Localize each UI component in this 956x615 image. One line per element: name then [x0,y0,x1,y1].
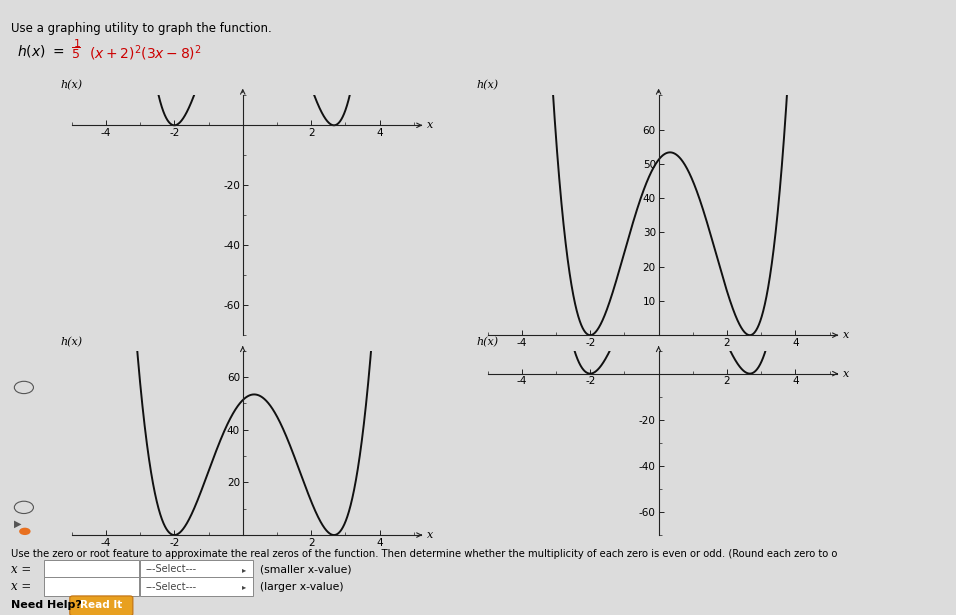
Text: x: x [426,530,433,540]
Text: h(x): h(x) [476,80,499,90]
Text: $(x+2)^2(3x-8)^2$: $(x+2)^2(3x-8)^2$ [89,43,202,63]
Text: Use the zero or root feature to approximate the real zeros of the function. Then: Use the zero or root feature to approxim… [11,549,837,558]
Text: h(x): h(x) [476,336,499,347]
Text: (larger x-value): (larger x-value) [260,582,343,592]
Text: ▸: ▸ [242,565,246,574]
Text: (smaller x-value): (smaller x-value) [260,565,352,574]
Text: Use a graphing utility to graph the function.: Use a graphing utility to graph the func… [11,22,272,34]
Text: $\overline{5}$: $\overline{5}$ [71,47,80,62]
Text: h(x): h(x) [60,80,83,90]
Text: $h(x)\ =$: $h(x)\ =$ [17,43,64,59]
Text: Need Help?: Need Help? [11,600,82,610]
Text: ---Select---: ---Select--- [145,565,196,574]
Text: x =: x = [11,580,32,593]
Text: $1$: $1$ [73,37,80,49]
Text: ---Select---: ---Select--- [145,582,196,592]
Text: ▶: ▶ [14,519,22,529]
Text: x =: x = [11,563,32,576]
Text: x: x [842,330,849,340]
Text: Read It: Read It [80,600,122,610]
Text: x: x [842,368,849,379]
Text: x: x [426,121,433,130]
Text: h(x): h(x) [60,336,83,347]
Text: ▸: ▸ [242,582,246,591]
